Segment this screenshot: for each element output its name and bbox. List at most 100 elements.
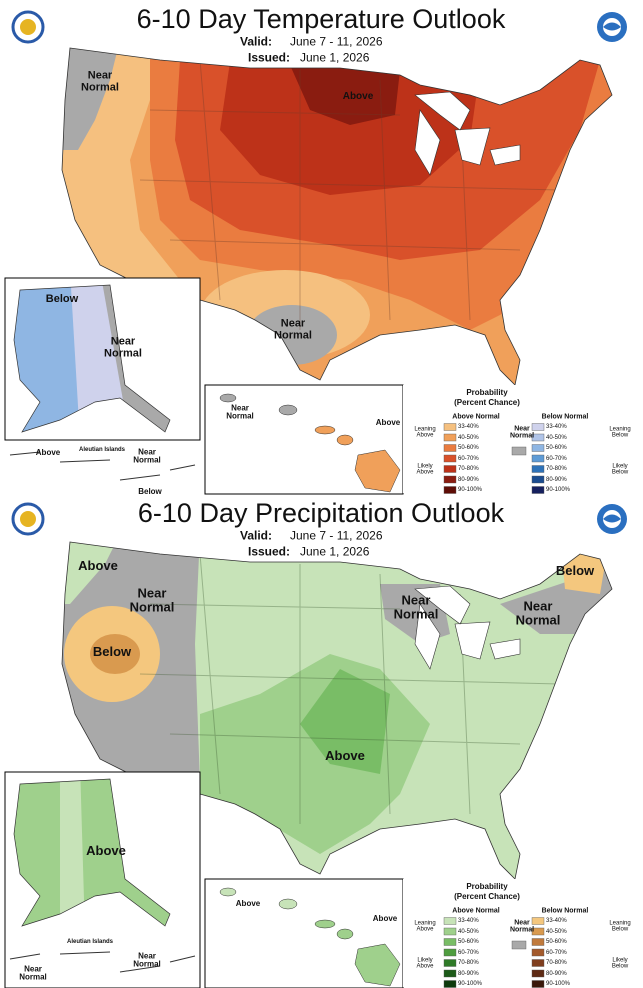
legend-range: 50-60% [546,938,567,945]
valid-dates: June 7 - 11, 2026 [290,528,383,543]
legend-above-swatch [443,486,457,494]
region-label: Above [342,90,374,102]
legend-range: 80-90% [546,970,567,977]
region-label: Near Normal [393,592,439,621]
legend-above-swatch [443,969,457,978]
legend-below-header: Below Normal [541,413,589,421]
legend-below-swatch [531,938,545,946]
legend-below-swatch [531,948,545,957]
legend-near-swatch [511,940,527,950]
legend-range: 70-80% [458,959,479,966]
legend-range: 40-50% [546,928,567,935]
region-label: Above [86,843,126,859]
legend-above-swatch [443,959,457,967]
region-label: Near Normal [226,403,254,421]
region-label: Near Normal [81,69,119,93]
region-label: Aleutian Islands [66,938,114,945]
legend-below-header: Below Normal [541,907,589,915]
title: 6-10 Day Temperature Outlook [136,3,506,34]
legend-above-header: Above Normal [452,413,500,421]
region-label: Above [372,913,398,923]
region-label: Below [92,644,132,660]
legend-range: 50-60% [546,444,567,451]
legend-above-swatch [443,454,457,463]
region-label: Above [78,558,118,574]
legend-title: Probability [466,881,508,891]
legend-below-swatch [531,423,545,431]
legend-above-swatch [443,948,457,957]
legend-range: 50-60% [458,444,479,451]
legend-range: 33-40% [458,917,479,924]
legend-below-swatch [531,433,545,442]
legend-range: 90-100% [458,486,483,493]
legend-near-swatch [511,446,527,456]
issued-label: Issued: [247,50,290,65]
legend-range: 60-70% [546,949,567,956]
legend-above-swatch [443,938,457,946]
legend-below-swatch [531,465,545,473]
valid-dates: June 7 - 11, 2026 [290,34,383,49]
region-label: Aleutian Islands [78,446,126,453]
region-label: Near Normal [274,317,312,341]
issued-label: Issued: [247,544,290,559]
legend-range: 60-70% [546,455,567,462]
legend-below-swatch [531,454,545,463]
legend-subtitle: (Percent Chance) [454,891,520,901]
legend-range: 90-100% [458,980,483,987]
legend-range: 50-60% [458,938,479,945]
legend-below-swatch [531,927,545,936]
legend-above-swatch [443,433,457,442]
legend-leaning-above: Leaning Above [414,426,436,439]
legend-range: 70-80% [546,465,567,472]
legend-likely-below: Likely Below [611,957,629,970]
title: 6-10 Day Precipitation Outlook [137,497,505,528]
valid-label: Valid: [239,34,272,49]
legend-below-swatch [531,917,545,925]
legend-below-swatch [531,475,545,484]
legend-leaning-below: Leaning Below [609,920,631,933]
precipitation-map [4,502,641,988]
legend-above-swatch [443,917,457,925]
region-label: Near Normal [19,964,47,982]
issued-date: June 1, 2026 [300,50,370,65]
legend-below-swatch [531,486,545,494]
temperature-map [4,10,627,495]
legend-range: 90-100% [546,980,571,987]
legend-below-swatch [531,969,545,978]
legend-range: 80-90% [546,476,567,483]
region-label: Near Normal [515,598,561,627]
legend-above-swatch [443,423,457,431]
region-label: Above [325,748,365,764]
region-label: Near Normal [104,335,142,359]
region-label: Below [138,486,162,496]
legend-above-header: Above Normal [452,907,500,915]
legend-range: 33-40% [546,423,567,430]
legend-range: 70-80% [458,465,479,472]
legend-range: 33-40% [458,423,479,430]
legend-below-swatch [531,980,545,988]
legend-leaning-above: Leaning Above [414,920,436,933]
region-label: Below [45,293,79,306]
region-label: Above [35,447,61,457]
region-label: Near Normal [133,951,161,969]
legend-above-swatch [443,475,457,484]
valid-label: Valid: [239,528,272,543]
legend-subtitle: (Percent Chance) [454,397,520,407]
legend-above-swatch [443,980,457,988]
legend-likely-above: Likely Above [416,463,434,476]
legend-below-swatch [531,959,545,967]
region-label: Above [235,898,261,908]
legend-range: 70-80% [546,959,567,966]
legend-range: 90-100% [546,486,571,493]
legend-range: 80-90% [458,970,479,977]
legend-range: 40-50% [458,928,479,935]
region-label: Near Normal [129,585,175,614]
legend-range: 40-50% [546,434,567,441]
region-label: Below [555,563,595,579]
legend-range: 60-70% [458,455,479,462]
legend-range: 80-90% [458,476,479,483]
legend-above-swatch [443,927,457,936]
legend-title: Probability [466,387,508,397]
